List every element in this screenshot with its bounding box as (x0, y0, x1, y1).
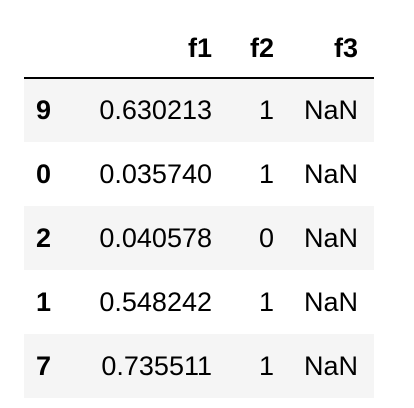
cell-f3: NaN (303, 158, 358, 189)
dataframe-table: f1 f2 f3 9 0.630213 1 NaN 0 0.035740 1 N… (24, 20, 374, 398)
cell-f1: 0.735511 (101, 350, 212, 381)
cell-f3: NaN (303, 95, 358, 125)
cell-f2: 1 (258, 286, 274, 317)
column-header-f2: f2 (212, 20, 274, 79)
cell-f1: 0.040578 (99, 222, 212, 253)
cell-f1: 0.630213 (99, 95, 212, 125)
cell-f3: NaN (303, 350, 358, 381)
table-row: 7 0.735511 1 NaN (24, 334, 374, 398)
index-column-header (24, 20, 72, 79)
row-index: 0 (36, 158, 52, 189)
table-row: 9 0.630213 1 NaN (24, 78, 374, 142)
cell-f1: 0.035740 (99, 158, 212, 189)
row-index: 9 (36, 95, 52, 125)
cell-f2: 0 (258, 222, 274, 253)
table-row: 0 0.035740 1 NaN (24, 142, 374, 206)
column-header-f1: f1 (72, 20, 212, 79)
row-index: 1 (36, 286, 52, 317)
table-row: 2 0.040578 0 NaN (24, 206, 374, 270)
row-index: 2 (36, 222, 52, 253)
table-row: 1 0.548242 1 NaN (24, 270, 374, 334)
table-header: f1 f2 f3 (24, 20, 374, 79)
dataframe-container: f1 f2 f3 9 0.630213 1 NaN 0 0.035740 1 N… (24, 20, 374, 398)
column-header-f3: f3 (274, 20, 374, 79)
header-row: f1 f2 f3 (24, 20, 374, 79)
table-body: 9 0.630213 1 NaN 0 0.035740 1 NaN 2 0.04… (24, 78, 374, 398)
cell-f2: 1 (258, 350, 274, 381)
cell-f3: NaN (303, 286, 358, 317)
cell-f2: 1 (258, 95, 274, 125)
cell-f1: 0.548242 (99, 286, 212, 317)
row-index: 7 (36, 350, 52, 381)
cell-f3: NaN (303, 222, 358, 253)
cell-f2: 1 (258, 158, 274, 189)
